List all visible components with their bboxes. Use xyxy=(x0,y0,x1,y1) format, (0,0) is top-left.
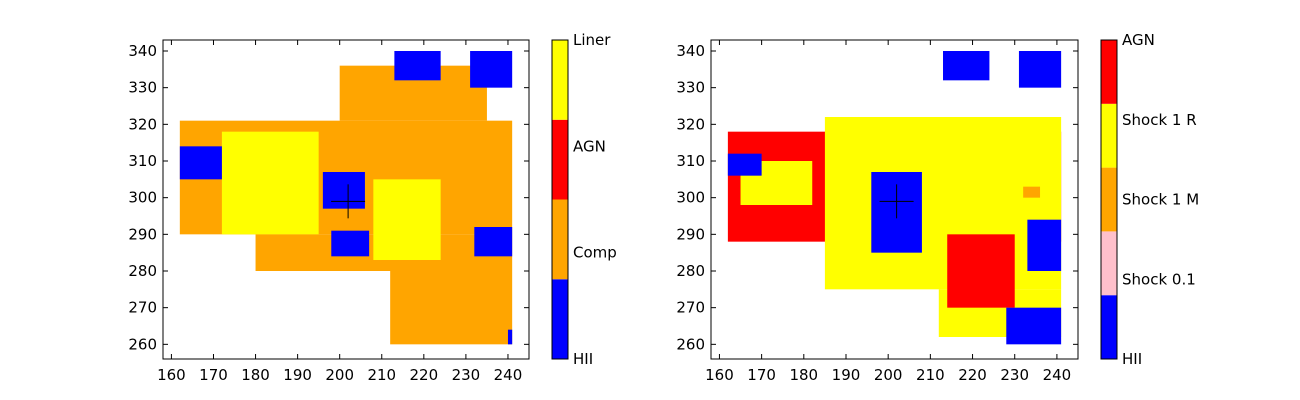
region-hii xyxy=(394,51,441,81)
x-tick-label: 160 xyxy=(157,366,186,384)
region-hii xyxy=(331,230,370,257)
colorbar: HII Shock 0.1 Shock 1 M Shock 1 R AGN xyxy=(1100,31,1199,368)
x-tick-label: 210 xyxy=(916,366,945,384)
x-tick-label: 200 xyxy=(874,366,903,384)
y-tick-label: 300 xyxy=(128,189,157,207)
y-tick-label: 270 xyxy=(128,299,157,317)
x-tick-label: 170 xyxy=(199,366,228,384)
y-tick-label: 270 xyxy=(676,299,705,317)
y-tick-label: 260 xyxy=(128,335,157,353)
x-tick-label: 190 xyxy=(283,366,312,384)
region-hii xyxy=(1018,51,1062,88)
y-tick-label: 310 xyxy=(128,152,157,170)
region-hii xyxy=(1006,307,1062,345)
colorbar-segment xyxy=(1101,103,1117,168)
x-tick-label: 220 xyxy=(958,366,987,384)
panel-right-shock-map: 160 170 180 190 200 210 220 230 240 260 270 280 290 3… xyxy=(676,31,1199,384)
x-tick-label: 200 xyxy=(325,366,354,384)
map-regions xyxy=(179,51,513,345)
region-hii xyxy=(470,51,513,88)
region-liner xyxy=(373,179,441,260)
colorbar-frame xyxy=(1100,39,1118,360)
nucleus-marker xyxy=(331,184,366,219)
panel-left-bpt-map: 160 170 180 190 200 210 220 230 240 260 270 280 290 3… xyxy=(128,31,616,384)
axes-frame xyxy=(162,39,530,360)
region-comp xyxy=(390,271,513,345)
region-hii xyxy=(179,146,222,180)
y-tick-label: 290 xyxy=(676,225,705,243)
y-tick-label: 340 xyxy=(128,42,157,60)
region-agn xyxy=(947,234,1015,308)
colorbar-label: HII xyxy=(1122,350,1142,368)
x-tick-label: 230 xyxy=(1000,366,1029,384)
y-tick-label: 320 xyxy=(676,115,705,133)
x-tick-label: 180 xyxy=(789,366,818,384)
colorbar-label: AGN xyxy=(1122,31,1155,49)
colorbar-frame xyxy=(551,39,569,360)
colorbar-label: AGN xyxy=(573,137,606,155)
colorbar-segment xyxy=(552,279,568,359)
x-tick-label: 190 xyxy=(832,366,861,384)
colorbar-segment xyxy=(1101,167,1117,232)
x-tick-label: 240 xyxy=(494,366,523,384)
y-tick-label: 330 xyxy=(128,79,157,97)
x-tick-label: 240 xyxy=(1043,366,1072,384)
x-tick-label: 220 xyxy=(410,366,439,384)
nucleus-marker xyxy=(879,184,914,219)
y-tick-label: 290 xyxy=(128,225,157,243)
colorbar-label: Liner xyxy=(573,31,611,49)
colorbar-segment xyxy=(1101,40,1117,104)
region-hii xyxy=(1027,219,1062,271)
region-shock-1-r xyxy=(824,117,1062,290)
region-liner xyxy=(221,131,319,235)
y-tick-label: 280 xyxy=(128,262,157,280)
colorbar-segment xyxy=(552,119,568,200)
region-hii xyxy=(943,51,990,81)
y-tick-label: 340 xyxy=(676,42,705,60)
x-tick-label: 160 xyxy=(705,366,734,384)
colorbar-segment xyxy=(1101,295,1117,359)
region-hii xyxy=(322,172,365,209)
colorbar-label: HII xyxy=(573,350,593,368)
colorbar-segment xyxy=(1101,231,1117,296)
region-hii xyxy=(507,329,513,345)
y-tick-label: 260 xyxy=(676,335,705,353)
colorbar-segment xyxy=(552,199,568,280)
colorbar-label: Comp xyxy=(573,244,617,262)
colorbar: HII Comp AGN Liner xyxy=(551,31,617,368)
x-tick-label: 210 xyxy=(367,366,396,384)
colorbar-label: Shock 1 R xyxy=(1122,111,1197,129)
y-tick-label: 280 xyxy=(676,262,705,280)
region-hii xyxy=(474,227,513,257)
y-tick-label: 320 xyxy=(128,115,157,133)
x-tick-label: 170 xyxy=(747,366,776,384)
region-hii xyxy=(727,153,762,176)
axes-frame xyxy=(710,39,1079,360)
colorbar-label: Shock 1 M xyxy=(1122,191,1199,209)
y-tick-label: 300 xyxy=(676,189,705,207)
x-tick-label: 180 xyxy=(241,366,270,384)
colorbar-segment xyxy=(552,40,568,120)
y-tick-label: 330 xyxy=(676,79,705,97)
region-shock-1-m xyxy=(1023,186,1041,198)
x-tick-label: 230 xyxy=(452,366,481,384)
y-tick-label: 310 xyxy=(676,152,705,170)
map-regions xyxy=(727,51,1062,345)
colorbar-label: Shock 0.1 xyxy=(1122,270,1196,288)
